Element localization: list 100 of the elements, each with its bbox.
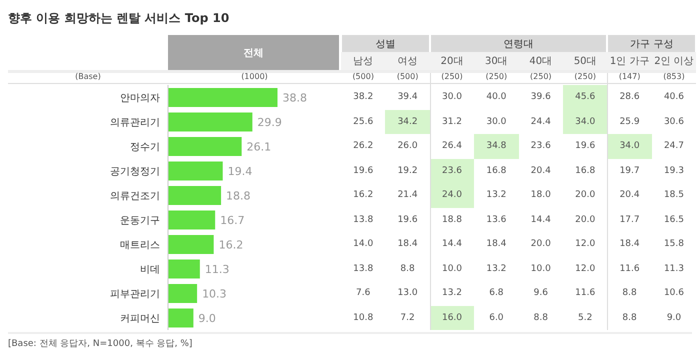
data-label: 20.0 [574,214,596,227]
x-tick-label: 남성 [341,52,386,70]
data-label: 18.4 [396,238,419,252]
text: (500) [351,72,375,81]
bar [168,308,194,328]
data-label: 16.5 [662,214,685,227]
data-label: 11.6 [618,262,641,276]
x-tick-label: 여성 [385,52,430,70]
data-label: 16.2 [218,238,244,252]
x-tick-label: 2인 이상 [652,52,696,70]
text: (1000) [240,72,269,81]
data-label: 10.8 [352,312,374,325]
data-label: 16.8 [485,164,508,178]
x-tick-label: 1인 가구 [607,52,652,70]
chart-title: 가구 구성 [608,35,696,52]
bar [168,88,278,107]
data-label: 29.9 [257,116,282,129]
data-label: 19.6 [352,164,374,178]
data-label: 25.9 [618,116,641,129]
data-label: 30.0 [440,91,464,104]
y-tick-label: 안마의자 [120,92,160,104]
data-label: 13.2 [485,262,508,276]
data-label: 10.3 [202,287,227,300]
data-label: 15.8 [662,238,685,252]
data-label: 38.2 [352,91,374,104]
annotation: (853) [662,72,686,81]
data-label: 8.8 [532,312,549,325]
y-tick-label: 의류건조기 [110,190,160,202]
data-label: 34.0 [562,110,608,134]
data-label: 38.8 [282,91,307,104]
data-label: 34.0 [607,134,652,158]
data-label: 40.6 [662,91,685,104]
data-label: 5.2 [577,312,594,325]
data-label: 23.6 [430,158,474,183]
data-label: 13.2 [440,287,464,300]
x-tick-label: 40대 [518,52,563,70]
data-label: 19.6 [396,214,419,227]
data-label: 10.6 [662,287,685,300]
data-label: 9.0 [666,312,682,325]
data-label: 18.4 [485,238,508,252]
annotation: (147) [618,72,642,81]
data-label: 28.6 [618,91,641,104]
y-tick-label: 비데 [140,264,160,276]
data-label: 25.6 [352,116,374,129]
data-label: 19.3 [662,164,685,178]
data-label: 26.1 [246,140,272,154]
y-tick-label: 운동기구 [120,215,160,226]
data-label: 30.0 [485,116,508,129]
data-label: 9.6 [532,287,549,300]
data-label: 6.0 [488,312,505,325]
data-label: 45.6 [562,85,608,110]
data-label: 12.0 [574,262,596,276]
data-label: 14.4 [440,238,464,252]
bar [168,112,252,132]
text: [Base: 전체 응답자, N=1000, 복수 응답, %] [8,339,192,350]
data-label: 19.7 [618,164,641,178]
data-label: 31.2 [440,116,464,129]
annotation: (250) [529,72,553,81]
bar [168,284,198,303]
text: (500) [396,72,420,81]
data-label: 16.0 [430,306,474,330]
data-label: 17.7 [618,214,641,227]
y-tick-label: 정수기 [130,142,160,153]
y-tick-label: 의류관리기 [110,117,160,128]
data-label: 40.0 [485,91,508,104]
data-label: 34.8 [474,134,519,158]
data-label: 10.0 [530,262,552,276]
annotation: (250) [440,72,464,81]
data-label: 18.4 [618,238,641,252]
data-label: 13.8 [352,214,374,227]
data-label: 6.8 [488,287,505,300]
y-tick-label: 매트리스 [120,240,160,251]
data-label: 24.0 [430,183,474,208]
data-label: 8.8 [399,262,416,276]
data-label: 18.5 [662,189,685,202]
y-tick-label: 피부관리기 [110,288,160,300]
bar [168,234,214,254]
data-label: 8.8 [621,312,638,325]
bar [168,161,223,180]
data-label: 14.4 [530,214,552,227]
y-axis-title: (Base) [74,72,102,81]
bar [168,136,242,156]
data-label: 14.0 [352,238,374,252]
bar [168,210,216,230]
data-label: 8.8 [621,287,638,300]
data-label: 39.6 [530,91,552,104]
y-tick-label: 커피머신 [120,313,160,324]
data-label: 13.8 [352,262,374,276]
data-label: 13.6 [485,214,508,227]
annotation: (250) [573,72,597,81]
x-tick-label: 50대 [562,52,608,70]
y-tick-label: 공기청정기 [110,166,160,178]
data-label: 26.4 [440,140,464,154]
data-label: 13.2 [485,189,508,202]
chart-title: 연령대 [430,35,606,52]
data-label: 19.2 [396,164,419,178]
data-label: 24.7 [662,140,685,154]
data-label: 30.6 [662,116,685,129]
data-label: 20.4 [530,164,552,178]
data-label: 16.8 [574,164,596,178]
